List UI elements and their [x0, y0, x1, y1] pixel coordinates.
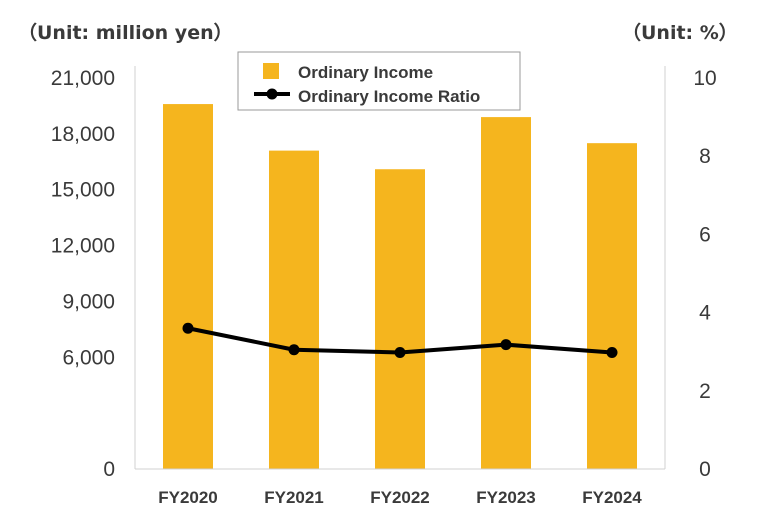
right-axis-unit: （Unit: %） — [622, 22, 738, 44]
left-tick-label: 15,000 — [51, 179, 115, 202]
ratio-point-fy2024 — [606, 346, 618, 358]
right-tick-label: 8 — [699, 145, 711, 168]
left-tick-label: 12,000 — [51, 235, 115, 258]
bar-fy2021 — [269, 150, 319, 469]
right-tick-label: 0 — [699, 458, 711, 481]
left-tick-label: 18,000 — [51, 123, 115, 146]
bar-fy2022 — [375, 169, 425, 469]
right-tick-label: 4 — [699, 302, 711, 325]
ratio-point-fy2021 — [288, 344, 300, 356]
bar-fy2024 — [587, 143, 637, 469]
left-axis-unit: （Unit: million yen） — [18, 22, 233, 44]
left-tick-label: 9,000 — [62, 290, 115, 313]
ratio-point-fy2020 — [182, 322, 194, 334]
x-tick-label: FY2024 — [582, 488, 642, 507]
legend-box — [237, 51, 521, 111]
ratio-point-fy2022 — [394, 346, 406, 358]
x-tick-label: FY2023 — [476, 488, 536, 507]
left-tick-label: 21,000 — [51, 67, 115, 90]
legend: Ordinary Income Ordinary Income Ratio — [237, 51, 521, 111]
ratio-point-fy2023 — [500, 339, 512, 351]
right-tick-label: 2 — [699, 380, 711, 403]
bar-fy2023 — [481, 117, 531, 469]
right-tick-label: 10 — [693, 67, 716, 90]
legend-bar-swatch — [263, 63, 279, 79]
left-tick-label: 6,000 — [62, 346, 115, 369]
bar-fy2020 — [163, 104, 213, 470]
x-tick-label: FY2021 — [264, 488, 324, 507]
legend-label-ordinary-income-ratio: Ordinary Income Ratio — [298, 87, 480, 106]
legend-marker — [266, 88, 278, 100]
right-tick-label: 6 — [699, 223, 711, 246]
legend-label-ordinary-income: Ordinary Income — [298, 63, 433, 82]
x-tick-label: FY2020 — [158, 488, 218, 507]
x-tick-label: FY2022 — [370, 488, 430, 507]
left-tick-label: 0 — [103, 458, 115, 481]
